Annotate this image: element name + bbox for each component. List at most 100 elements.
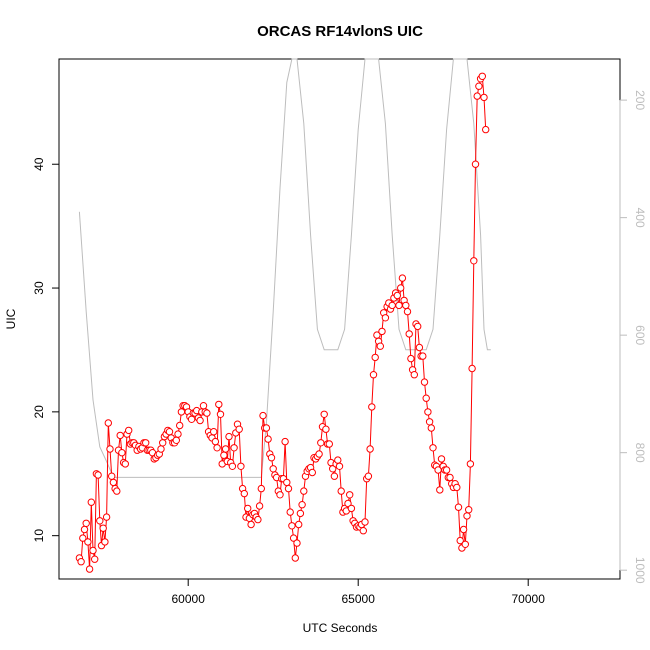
uic-point: [320, 410, 328, 418]
uic-point: [108, 472, 116, 480]
uic-point: [99, 524, 107, 532]
uic-point: [344, 499, 352, 508]
uic-point: [247, 520, 255, 529]
uic-point: [376, 342, 384, 350]
uic-point: [289, 534, 298, 542]
uic-point: [94, 471, 102, 479]
uic-point: [317, 439, 325, 447]
uic-point: [437, 455, 446, 463]
uic-point: [142, 439, 150, 447]
right-tick-label: 800: [633, 443, 647, 463]
chart-title: ORCAS RF14vlonS UIC: [257, 23, 423, 40]
uic-point: [466, 460, 475, 468]
uic-point: [468, 364, 476, 373]
uic-point: [395, 301, 403, 310]
uic-point: [254, 515, 262, 524]
uic-point: [237, 462, 245, 470]
uic-point: [308, 468, 316, 477]
uic-point: [102, 513, 111, 521]
uic-point: [199, 402, 208, 410]
uic-point: [420, 378, 429, 386]
uic-point: [361, 518, 369, 526]
uic-point: [415, 343, 424, 352]
uic-point: [269, 465, 277, 473]
uic-point: [109, 478, 118, 487]
uic-point: [471, 160, 480, 168]
uic-point: [482, 125, 490, 134]
uic-point: [77, 558, 85, 566]
uic-point: [216, 410, 225, 418]
uic-point: [334, 456, 342, 464]
uic-point: [346, 491, 354, 499]
uic-point: [203, 409, 211, 417]
uic-point: [104, 419, 113, 427]
uic-point: [176, 421, 184, 430]
uic-point: [116, 431, 124, 440]
uic-point: [211, 437, 220, 446]
uic-point: [364, 472, 373, 480]
uic-point: [244, 504, 252, 513]
uic-point: [296, 509, 305, 518]
uic-point: [79, 534, 87, 542]
uic-point: [121, 460, 130, 468]
plot-frame: [58, 58, 621, 580]
uic-point: [113, 487, 121, 495]
uic-point: [288, 522, 296, 530]
uic-point: [393, 291, 401, 300]
right-tick-label: 200: [633, 90, 647, 110]
uic-point: [85, 565, 94, 573]
uic-point: [259, 411, 267, 420]
uic-point: [381, 314, 390, 322]
pressure-line: [78, 58, 491, 478]
uic-point: [414, 322, 422, 331]
uic-point: [215, 400, 223, 409]
uic-point: [322, 425, 330, 433]
uic-point: [220, 451, 228, 459]
uic-series: [75, 72, 490, 573]
x-tick-label: 60000: [172, 592, 206, 606]
uic-point: [454, 503, 463, 511]
uic-point: [172, 436, 181, 444]
uic-point: [228, 462, 237, 470]
uic-point: [368, 403, 376, 411]
uic-point: [276, 491, 284, 499]
y-tick-label: 40: [32, 157, 46, 171]
uic-point: [91, 555, 99, 563]
uic-point: [187, 415, 196, 423]
uic-point: [315, 450, 323, 458]
x-tick-label: 65000: [342, 592, 376, 606]
uic-point: [397, 284, 405, 292]
y-tick-label: 20: [32, 405, 46, 419]
uic-points: [75, 72, 490, 573]
right-tick-label: 1000: [633, 557, 647, 584]
x-tick-label: 70000: [512, 592, 546, 606]
y-axis: 10 20 30 40: [32, 157, 60, 542]
uic-point: [84, 538, 92, 546]
uic-point: [398, 274, 407, 282]
uic-point: [459, 525, 468, 534]
uic-point: [480, 93, 488, 102]
uic-point: [425, 418, 434, 426]
uic-point: [106, 445, 114, 453]
uic-point: [283, 478, 291, 487]
uic-point: [424, 408, 432, 416]
uic-point: [125, 426, 133, 435]
uic-point: [473, 92, 481, 100]
uic-point: [80, 525, 89, 534]
uic-point: [101, 538, 109, 546]
uic-point: [410, 371, 418, 379]
uic-point: [87, 498, 96, 506]
uic-point: [177, 408, 186, 416]
uic-point: [359, 527, 367, 535]
uic-point: [281, 437, 289, 446]
right-tick-label: 600: [633, 325, 647, 345]
uic-point: [235, 425, 243, 433]
uic-point: [436, 486, 444, 494]
uic-point: [456, 536, 464, 545]
uic-point: [286, 508, 294, 516]
y-tick-label: 30: [32, 281, 46, 295]
uic-point: [325, 440, 333, 448]
right-ticks: 200 400 600 800 1000: [620, 90, 647, 584]
uic-point: [453, 483, 461, 492]
uic-point: [371, 353, 379, 362]
